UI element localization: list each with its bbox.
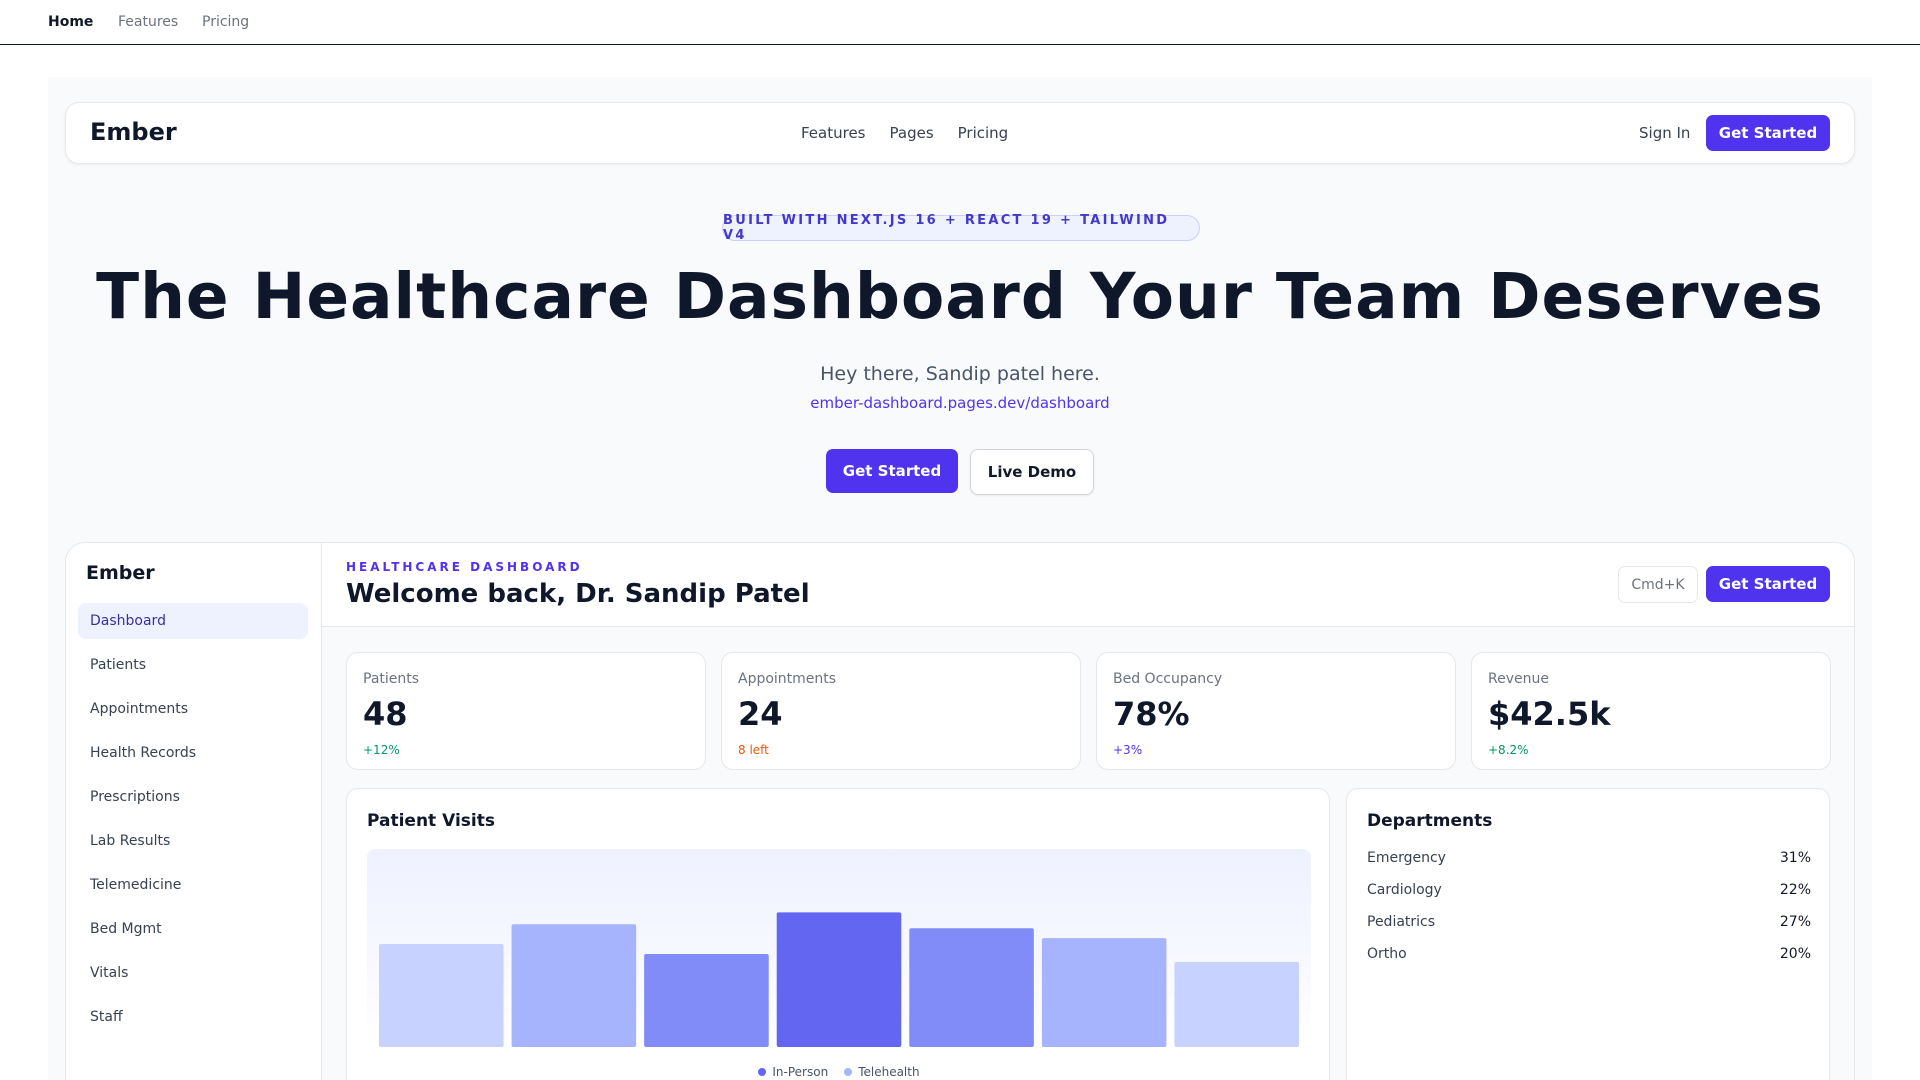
nav-pricing-link[interactable]: Pricing (957, 124, 1009, 142)
legend-dot (844, 1068, 853, 1076)
page-title: Welcome back, Dr. Sandip Patel (346, 579, 810, 609)
bar-chart-svg (379, 912, 1299, 1047)
sidebar-item-lab-results[interactable]: Lab Results (90, 833, 171, 849)
hero-get-started-button[interactable]: Get Started (826, 449, 958, 493)
chart-bar-2 (511, 924, 637, 1047)
main-content: HEALTHCARE DASHBOARD Welcome back, Dr. S… (322, 543, 1854, 1080)
legend-dot (758, 1068, 767, 1076)
department-percent: 20% (1779, 946, 1811, 962)
site-navbar: Ember Features Pages Pricing Sign In Get… (65, 102, 1855, 164)
legend-label: In-Person (772, 1065, 829, 1079)
command-palette-button[interactable]: Cmd+K (1618, 566, 1698, 603)
sidebar-brand: Ember (86, 562, 155, 584)
dashboard-preview: Ember Dashboard Patients Appointments He… (65, 542, 1855, 1080)
sidebar-item-health-records[interactable]: Health Records (90, 745, 197, 761)
preview-panel: Ember Features Pages Pricing Sign In Get… (48, 77, 1872, 1080)
stat-card-patients: Patients 48 +12% (346, 652, 706, 770)
stat-delta: 8 left (738, 743, 769, 757)
dashboard-header: HEALTHCARE DASHBOARD Welcome back, Dr. S… (322, 543, 1854, 627)
chart-bar-4 (776, 912, 902, 1047)
sidebar-item-appointments[interactable]: Appointments (90, 701, 189, 717)
stat-value: 48 (363, 695, 408, 733)
sidebar-item-dashboard[interactable]: Dashboard (78, 603, 308, 639)
chart-legend: In-Person Telehealth (347, 1065, 1331, 1079)
stat-delta: +8.2% (1488, 743, 1529, 757)
sidebar: Ember Dashboard Patients Appointments He… (66, 543, 322, 1080)
sidebar-item-vitals[interactable]: Vitals (90, 965, 129, 981)
stat-label: Bed Occupancy (1113, 671, 1223, 687)
stat-label: Appointments (738, 671, 837, 687)
hero-title: The Healthcare Dashboard Your Team Deser… (96, 260, 1824, 333)
department-name: Pediatrics (1367, 914, 1436, 930)
chart-bar-6 (1041, 938, 1167, 1047)
nav-features-link[interactable]: Features (801, 124, 866, 142)
hero-dashboard-link[interactable]: ember-dashboard.pages.dev/dashboard (810, 394, 1110, 412)
department-percent: 31% (1779, 850, 1811, 866)
hero-subtitle: Hey there, Sandip patel here. (820, 363, 1100, 385)
department-name: Cardiology (1367, 882, 1442, 898)
tech-badge: BUILT WITH NEXT.JS 16 + REACT 19 + TAILW… (722, 213, 1200, 243)
chart-bar-7 (1174, 961, 1299, 1047)
chart-bar-3 (644, 953, 769, 1047)
topnav-pricing-link[interactable]: Pricing (202, 14, 250, 30)
stat-value: 78% (1113, 695, 1190, 733)
legend-label: Telehealth (858, 1065, 920, 1079)
stat-card-revenue: Revenue $42.5k +8.2% (1471, 652, 1831, 770)
dashboard-eyebrow: HEALTHCARE DASHBOARD (346, 560, 583, 574)
chart-bar-5 (909, 928, 1034, 1047)
department-row: Ortho 20% (1367, 946, 1811, 962)
stat-card-bed-occupancy: Bed Occupancy 78% +3% (1096, 652, 1456, 770)
nav-get-started-button[interactable]: Get Started (1706, 115, 1830, 151)
card-title: Patient Visits (367, 811, 495, 831)
chart-bar-1 (379, 944, 504, 1047)
sidebar-item-prescriptions[interactable]: Prescriptions (90, 789, 180, 805)
header-get-started-button[interactable]: Get Started (1706, 566, 1830, 602)
stat-label: Revenue (1488, 671, 1549, 687)
department-row: Emergency 31% (1367, 850, 1811, 866)
department-name: Emergency (1367, 850, 1446, 866)
stat-value: $42.5k (1488, 695, 1611, 733)
sidebar-item-telemedicine[interactable]: Telemedicine (90, 877, 182, 893)
topnav-features-link[interactable]: Features (118, 14, 179, 30)
brand-logo[interactable]: Ember (90, 118, 177, 146)
sidebar-item-bed-mgmt[interactable]: Bed Mgmt (90, 921, 162, 937)
topnav-home-link[interactable]: Home (48, 14, 94, 30)
legend-item-1: In-Person (758, 1065, 828, 1079)
nav-pages-link[interactable]: Pages (889, 124, 934, 142)
stat-delta: +12% (363, 743, 400, 757)
department-name: Ortho (1367, 946, 1407, 962)
site-nav-links: Features Pages Pricing (801, 124, 1008, 142)
top-navigation: Home Features Pricing (0, 0, 1920, 45)
stat-card-appointments: Appointments 24 8 left (721, 652, 1081, 770)
stat-label: Patients (363, 671, 420, 687)
sidebar-item-patients[interactable]: Patients (90, 657, 147, 673)
department-row: Cardiology 22% (1367, 882, 1811, 898)
department-percent: 27% (1779, 914, 1811, 930)
card-title: Departments (1367, 811, 1493, 831)
legend-item-2: Telehealth (844, 1065, 920, 1079)
stat-value: 24 (738, 695, 783, 733)
department-percent: 22% (1779, 882, 1811, 898)
patient-visits-card: Patient Visits In-Person Telehealth (346, 788, 1330, 1080)
sign-in-link[interactable]: Sign In (1639, 124, 1691, 142)
patient-visits-chart (367, 849, 1311, 1047)
department-row: Pediatrics 27% (1367, 914, 1811, 930)
stat-delta: +3% (1113, 743, 1143, 757)
departments-card: Departments Emergency 31% Cardiology 22%… (1346, 788, 1830, 1080)
sidebar-item-staff[interactable]: Staff (90, 1009, 123, 1025)
live-demo-button[interactable]: Live Demo (970, 449, 1094, 495)
